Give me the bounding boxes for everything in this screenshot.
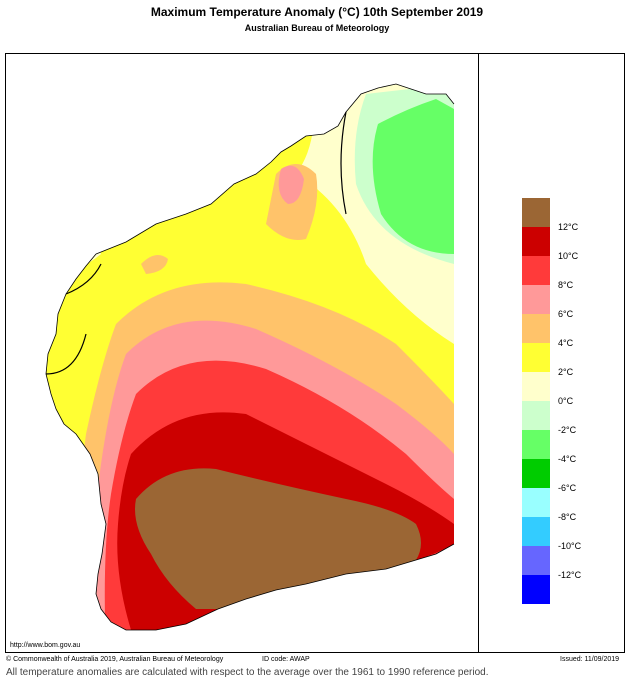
anomaly-map: [45, 83, 455, 631]
legend-swatch: [522, 198, 550, 227]
legend-label: -2°C: [558, 425, 577, 435]
legend-swatch: [522, 227, 550, 256]
legend-swatch: [522, 459, 550, 488]
legend-swatch: [522, 430, 550, 459]
legend-swatch: [522, 546, 550, 575]
map-frame: [5, 53, 625, 653]
legend-swatch: [522, 314, 550, 343]
legend-divider: [478, 53, 479, 653]
source-url: http://www.bom.gov.au: [10, 642, 81, 649]
legend-swatch: [522, 401, 550, 430]
legend-swatch: [522, 488, 550, 517]
legend-swatch: [522, 343, 550, 372]
legend-label: -10°C: [558, 541, 582, 551]
issued-date: Issued: 11/09/2019: [560, 656, 620, 663]
legend-label: 2°C: [558, 367, 574, 377]
map-subtitle: Australian Bureau of Meteorology: [244, 23, 390, 33]
id-code: ID code: AWAP: [262, 656, 310, 663]
legend-swatch: [522, 256, 550, 285]
legend-label: -6°C: [558, 483, 577, 493]
legend-label: 12°C: [558, 222, 579, 232]
legend-label: 0°C: [558, 396, 574, 406]
coastline: [45, 83, 455, 631]
anomaly-contours: [46, 84, 454, 630]
legend-label: 6°C: [558, 309, 574, 319]
copyright-text: © Commonwealth of Australia 2019, Austra…: [6, 656, 224, 663]
legend-label: -12°C: [558, 570, 582, 580]
legend-swatch: [522, 517, 550, 546]
map-title: Maximum Temperature Anomaly (°C) 10th Se…: [150, 5, 484, 19]
legend-swatch: [522, 285, 550, 314]
zero-contour: [45, 111, 347, 375]
legend-swatch: [522, 575, 550, 604]
legend-label: 4°C: [558, 338, 574, 348]
legend-label: 8°C: [558, 280, 574, 290]
reference-note: All temperature anomalies are calculated…: [6, 667, 489, 678]
legend-label: -8°C: [558, 512, 577, 522]
legend-swatch: [522, 372, 550, 401]
legend-label: 10°C: [558, 251, 579, 261]
legend-label: -4°C: [558, 454, 577, 464]
